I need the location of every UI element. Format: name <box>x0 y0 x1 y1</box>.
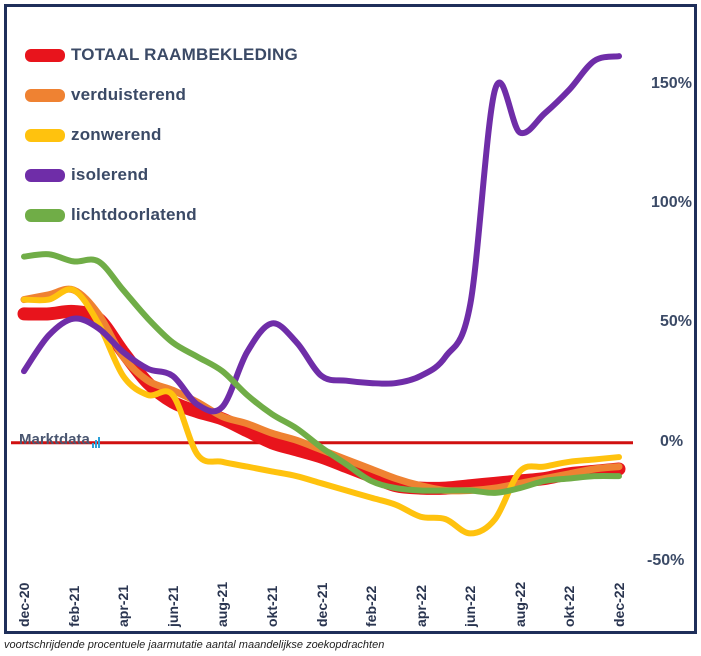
y-tick-label: 150% <box>651 74 692 92</box>
legend-item-2: zonwerend <box>25 115 298 155</box>
x-tick-label: apr-22 <box>412 584 429 627</box>
legend-swatch <box>25 208 65 222</box>
x-tick-label: jun-22 <box>462 585 479 627</box>
legend-label: verduisterend <box>71 85 187 104</box>
legend-label: isolerend <box>71 165 149 184</box>
legend-label: TOTAAL RAAMBEKLEDING <box>71 45 298 64</box>
x-tick-label: jun-21 <box>164 585 181 627</box>
legend-label: zonwerend <box>71 125 162 144</box>
x-tick-label: dec-21 <box>313 582 330 627</box>
x-tick-label: feb-22 <box>363 585 380 627</box>
y-tick-label: 0% <box>660 432 684 450</box>
legend-swatch <box>25 128 65 142</box>
series-line-2 <box>21 286 622 537</box>
legend-label: lichtdoorlatend <box>71 205 197 224</box>
series-line-3 <box>21 53 622 415</box>
bar-chart-icon <box>91 431 101 448</box>
legend-item-0: TOTAAL RAAMBEKLEDING <box>25 35 298 75</box>
x-tick-label: dec-20 <box>16 582 32 627</box>
chart-frame: TOTAAL RAAMBEKLEDING verduisterend zonwere… <box>4 4 697 634</box>
series-line-4 <box>21 251 622 496</box>
legend-swatch <box>25 168 65 182</box>
x-tick-label: dec-22 <box>611 582 627 627</box>
x-tick-label: okt-21 <box>263 585 280 627</box>
x-tick-label: aug-22 <box>511 581 528 627</box>
legend-swatch <box>25 48 65 62</box>
legend-item-3: isolerend <box>25 155 298 195</box>
x-tick-label: aug-21 <box>214 581 231 627</box>
legend: TOTAAL RAAMBEKLEDING verduisterend zonwere… <box>25 35 298 235</box>
legend-item-4: lichtdoorlatend <box>25 195 298 235</box>
x-tick-label: okt-22 <box>561 585 578 627</box>
x-tick-label: apr-21 <box>115 584 132 627</box>
chart-caption: voortschrijdende procentuele jaarmutatie… <box>4 639 385 651</box>
watermark: Marktdata <box>19 431 101 448</box>
line-chart <box>11 53 633 537</box>
legend-swatch <box>25 88 65 102</box>
x-tick-label: feb-21 <box>65 585 82 627</box>
watermark-label: Marktdata <box>19 431 90 448</box>
y-tick-label: 100% <box>651 194 692 212</box>
y-tick-label: 50% <box>660 313 693 331</box>
y-tick-label: -50% <box>647 552 685 570</box>
legend-item-1: verduisterend <box>25 75 298 115</box>
